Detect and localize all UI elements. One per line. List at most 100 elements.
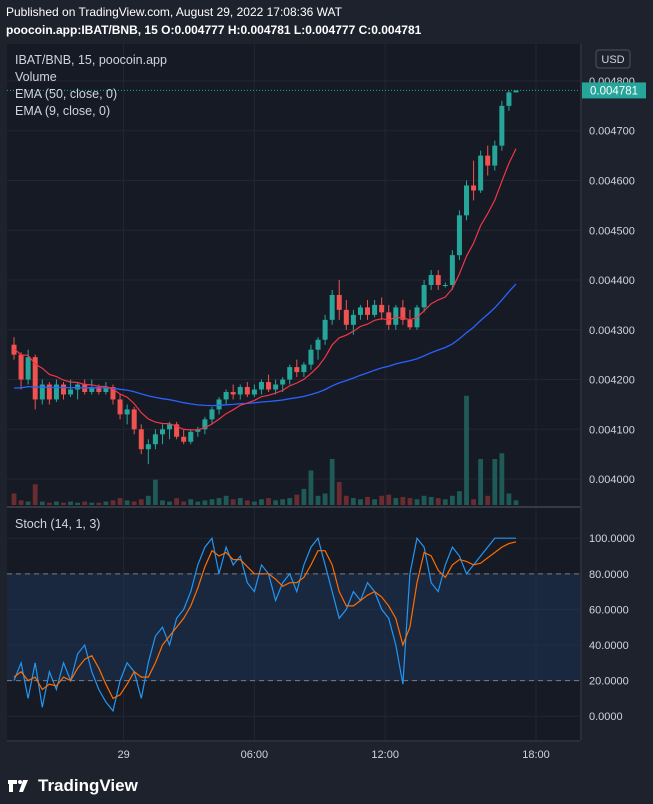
volume-bar: [287, 498, 293, 505]
volume-bars: [11, 395, 519, 505]
candle-body: [103, 387, 109, 392]
volume-legend: Volume: [15, 70, 57, 84]
candle: [117, 394, 123, 420]
volume-bar: [68, 501, 73, 505]
candle: [421, 280, 427, 313]
tradingview-brand: TradingView: [38, 776, 138, 795]
candle: [152, 429, 158, 450]
candle-body: [442, 285, 448, 286]
candle: [485, 145, 491, 176]
candle: [266, 374, 272, 392]
price-tick-label: 0.004200: [589, 375, 635, 387]
price-axis[interactable]: 0.004000 0.004100 0.004200 0.004300 0.004400…: [589, 76, 635, 486]
candle-body: [53, 384, 59, 400]
volume-bar: [301, 488, 307, 505]
volume-bar: [329, 459, 335, 505]
candle: [492, 140, 498, 171]
volume-bar: [82, 501, 88, 505]
tradingview-logo[interactable]: TradingView: [8, 776, 138, 796]
volume-bar: [181, 501, 187, 505]
candle: [456, 210, 462, 261]
candle: [428, 270, 434, 290]
candle-body: [478, 155, 484, 191]
price-tick-label: 0.004700: [589, 126, 635, 138]
candle: [167, 421, 173, 440]
volume-bar: [237, 498, 243, 505]
candle-body: [258, 382, 264, 390]
ema50-legend: EMA (50, close, 0): [15, 87, 117, 101]
candle: [188, 429, 194, 445]
candle-body: [400, 307, 406, 320]
volume-bar: [294, 494, 300, 505]
volume-bar: [103, 501, 109, 505]
volume-bar: [124, 500, 130, 505]
candle-body: [315, 339, 321, 350]
volume-bar: [75, 502, 81, 505]
stoch-axis[interactable]: 0.0000 20.0000 40.0000 60.0000 80.0000 100.00…: [589, 533, 635, 723]
candle: [230, 384, 236, 400]
candle-body: [244, 387, 250, 395]
candle-body: [428, 275, 434, 285]
candle-body: [485, 155, 491, 166]
currency-button-label: USD: [601, 54, 624, 66]
candle: [336, 280, 342, 320]
candle-body: [89, 387, 95, 392]
volume-bar: [442, 499, 448, 505]
candle: [478, 150, 484, 193]
candle: [138, 424, 144, 455]
candle: [244, 382, 250, 397]
candle-body: [435, 275, 441, 285]
candle-body: [464, 185, 470, 216]
volume-bar: [117, 498, 123, 505]
stoch-legend: Stoch (14, 1, 3): [15, 517, 100, 531]
candle-body: [513, 90, 519, 93]
ema9-legend: EMA (9, close, 0): [15, 104, 110, 118]
candle-body: [18, 354, 24, 380]
volume-bar: [400, 496, 406, 505]
volume-bar: [223, 495, 229, 505]
candle-body: [39, 384, 45, 400]
volume-bar: [39, 501, 45, 505]
candle: [195, 426, 201, 437]
volume-bar: [216, 498, 222, 505]
candle: [308, 344, 314, 370]
candle: [301, 362, 307, 378]
candle: [513, 90, 519, 93]
price-tick-label: 0.004300: [589, 325, 635, 337]
volume-bar: [407, 498, 413, 505]
currency-button[interactable]: [595, 49, 631, 69]
stoch-tick-label: 20.0000: [589, 676, 629, 688]
volume-bar: [131, 501, 137, 505]
volume-bar: [273, 500, 279, 505]
candle-body: [181, 436, 187, 442]
candle-body: [350, 314, 356, 325]
stoch-tick-label: 40.0000: [589, 640, 629, 652]
volume-bar: [343, 495, 349, 505]
candle-body: [209, 409, 215, 420]
volume-bar: [435, 498, 441, 505]
volume-bar: [358, 499, 363, 505]
candle-body: [110, 387, 116, 400]
candle-body: [379, 304, 385, 313]
candle: [131, 406, 137, 435]
chart-canvas[interactable]: 0.004000 0.004100 0.004200 0.004300 0.004400…: [0, 44, 653, 770]
candle: [145, 439, 151, 465]
volume-bar: [372, 499, 377, 505]
candle-body: [167, 424, 173, 430]
volume-bar: [499, 453, 505, 505]
candle: [386, 304, 392, 330]
time-axis[interactable]: 29 06:00 12:00 18:00: [117, 749, 549, 761]
tradingview-logo-icon: [8, 780, 28, 792]
volume-bar: [244, 500, 250, 505]
candle-body: [237, 387, 243, 395]
candle-body: [46, 384, 52, 400]
volume-bar: [506, 493, 512, 505]
candle-body: [251, 389, 257, 395]
candle: [435, 270, 441, 290]
volume-bar: [350, 498, 356, 505]
candle-body: [152, 434, 158, 445]
footer: TradingView: [0, 770, 653, 804]
candle: [471, 160, 477, 201]
candle-body: [11, 344, 17, 355]
volume-bar: [195, 501, 201, 505]
